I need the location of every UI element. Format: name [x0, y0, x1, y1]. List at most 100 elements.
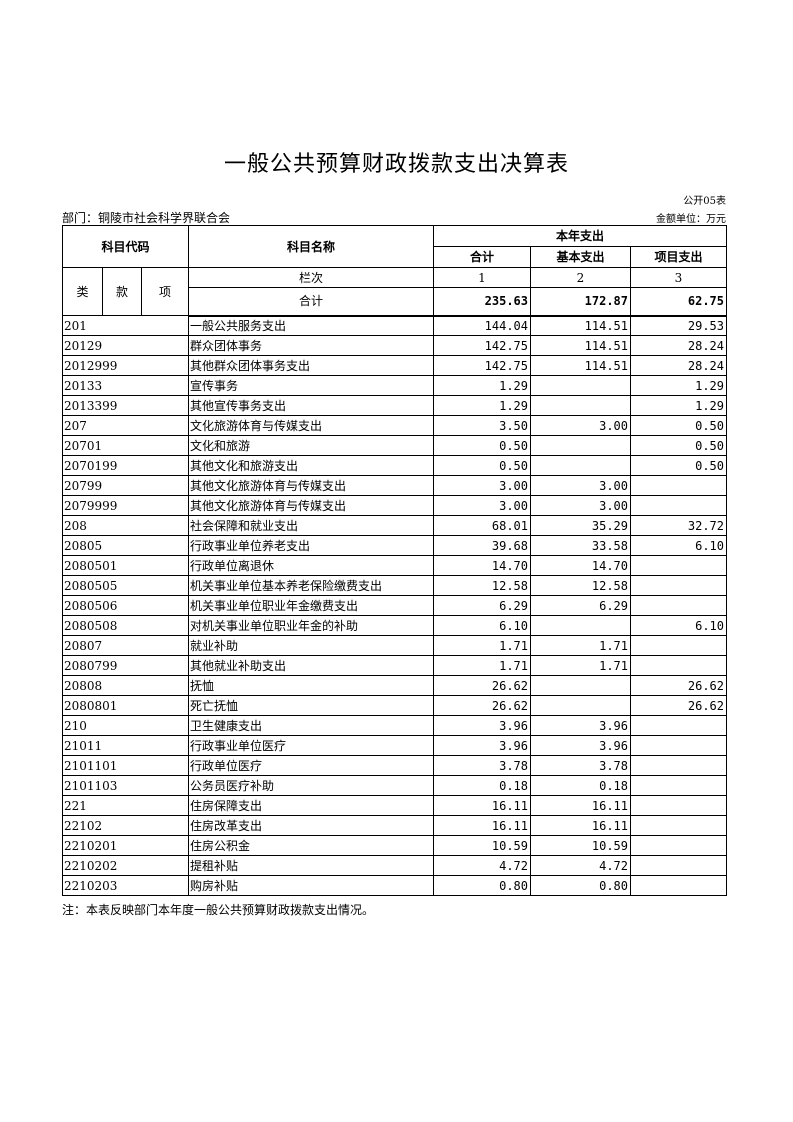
cell-project: [630, 815, 727, 836]
cell-code: 22102: [62, 815, 189, 836]
cell-name: 公务员医疗补助: [188, 775, 434, 796]
cell-basic: 33.58: [530, 535, 631, 556]
cell-code: 20701: [62, 435, 189, 456]
cell-name: 行政单位医疗: [188, 755, 434, 776]
table-row: 2210202 提租补贴 4.72 4.72: [62, 855, 727, 876]
table-row: 20808 抚恤 26.62 26.62: [62, 675, 727, 696]
cell-name: 行政单位离退休: [188, 555, 434, 576]
cell-code: 208: [62, 515, 189, 536]
cell-basic: 3.00: [530, 495, 631, 516]
cell-name: 其他宣传事务支出: [188, 395, 434, 416]
cell-name: 文化旅游体育与传媒支出: [188, 415, 434, 436]
cell-basic: 10.59: [530, 835, 631, 856]
cell-code: 201: [62, 315, 189, 336]
cell-basic: 16.11: [530, 815, 631, 836]
cell-total: 3.96: [433, 735, 531, 756]
table-row: 20805 行政事业单位养老支出 39.68 33.58 6.10: [62, 535, 727, 556]
cell-name: 其他文化和旅游支出: [188, 455, 434, 476]
cell-code: 210: [62, 715, 189, 736]
cell-basic: 114.51: [530, 315, 631, 336]
cell-total: 10.59: [433, 835, 531, 856]
column-index-3: 3: [630, 267, 727, 288]
cell-code: 2101101: [62, 755, 189, 776]
cell-total: 3.50: [433, 415, 531, 436]
cell-basic: 14.70: [530, 555, 631, 576]
cell-project: [630, 635, 727, 656]
cell-project: [630, 495, 727, 516]
cell-project: 0.50: [630, 435, 727, 456]
cell-basic: 114.51: [530, 355, 631, 376]
cell-total: 1.29: [433, 395, 531, 416]
cell-name: 住房公积金: [188, 835, 434, 856]
cell-name: 其他群众团体事务支出: [188, 355, 434, 376]
header-total: 合计: [433, 246, 531, 268]
cell-total: 26.62: [433, 675, 531, 696]
column-index-2: 2: [530, 267, 631, 288]
cell-code: 20129: [62, 335, 189, 356]
cell-name: 其他文化旅游体育与传媒支出: [188, 475, 434, 496]
cell-name: 抚恤: [188, 675, 434, 696]
table-row: 201 一般公共服务支出 144.04 114.51 29.53: [62, 315, 727, 336]
cell-name: 对机关事业单位职业年金的补助: [188, 615, 434, 636]
cell-project: [630, 655, 727, 676]
table-row: 221 住房保障支出 16.11 16.11: [62, 795, 727, 816]
cell-project: 1.29: [630, 375, 727, 396]
cell-basic: 0.18: [530, 775, 631, 796]
cell-basic: [530, 695, 631, 716]
cell-basic: 3.78: [530, 755, 631, 776]
cell-total: 39.68: [433, 535, 531, 556]
cell-project: [630, 795, 727, 816]
cell-total: 0.50: [433, 435, 531, 456]
table-row: 2080508 对机关事业单位职业年金的补助 6.10 6.10: [62, 615, 727, 636]
cell-name: 住房保障支出: [188, 795, 434, 816]
cell-project: [630, 735, 727, 756]
cell-code: 2080508: [62, 615, 189, 636]
cell-total: 3.96: [433, 715, 531, 736]
table-row: 210 卫生健康支出 3.96 3.96: [62, 715, 727, 736]
header-name: 科目名称: [188, 225, 434, 268]
cell-project: 32.72: [630, 515, 727, 536]
cell-code: 20808: [62, 675, 189, 696]
cell-name: 行政事业单位养老支出: [188, 535, 434, 556]
cell-basic: 1.71: [530, 635, 631, 656]
cell-name: 机关事业单位职业年金缴费支出: [188, 595, 434, 616]
cell-total: 1.29: [433, 375, 531, 396]
cell-project: 28.24: [630, 335, 727, 356]
cell-total: 1.71: [433, 635, 531, 656]
cell-code: 2080801: [62, 695, 189, 716]
cell-name: 死亡抚恤: [188, 695, 434, 716]
header-xiang: 项: [141, 267, 189, 316]
cell-code: 20133: [62, 375, 189, 396]
cell-total: 4.72: [433, 855, 531, 876]
cell-basic: [530, 375, 631, 396]
table-row: 20807 就业补助 1.71 1.71: [62, 635, 727, 656]
table-row: 2079999 其他文化旅游体育与传媒支出 3.00 3.00: [62, 495, 727, 516]
table-row: 2070199 其他文化和旅游支出 0.50 0.50: [62, 455, 727, 476]
table-row: 20701 文化和旅游 0.50 0.50: [62, 435, 727, 456]
table-row: 2210201 住房公积金 10.59 10.59: [62, 835, 727, 856]
cell-basic: 3.96: [530, 735, 631, 756]
cell-code: 2070199: [62, 455, 189, 476]
table-row: 2101101 行政单位医疗 3.78 3.78: [62, 755, 727, 776]
cell-name: 一般公共服务支出: [188, 315, 434, 336]
cell-code: 2101103: [62, 775, 189, 796]
sum-project: 62.75: [630, 287, 727, 317]
cell-name: 行政事业单位医疗: [188, 735, 434, 756]
form-number: 公开05表: [683, 196, 726, 207]
cell-name: 提租补贴: [188, 855, 434, 876]
table-row: 2013399 其他宣传事务支出 1.29 1.29: [62, 395, 727, 416]
cell-code: 207: [62, 415, 189, 436]
cell-total: 6.10: [433, 615, 531, 636]
cell-project: 28.24: [630, 355, 727, 376]
cell-code: 2013399: [62, 395, 189, 416]
table-row: 208 社会保障和就业支出 68.01 35.29 32.72: [62, 515, 727, 536]
cell-name: 卫生健康支出: [188, 715, 434, 736]
table-row: 20133 宣传事务 1.29 1.29: [62, 375, 727, 396]
cell-basic: 1.71: [530, 655, 631, 676]
cell-name: 住房改革支出: [188, 815, 434, 836]
table-row: 20129 群众团体事务 142.75 114.51 28.24: [62, 335, 727, 356]
cell-name: 文化和旅游: [188, 435, 434, 456]
table-row: 2101103 公务员医疗补助 0.18 0.18: [62, 775, 727, 796]
cell-basic: 3.96: [530, 715, 631, 736]
cell-project: [630, 475, 727, 496]
